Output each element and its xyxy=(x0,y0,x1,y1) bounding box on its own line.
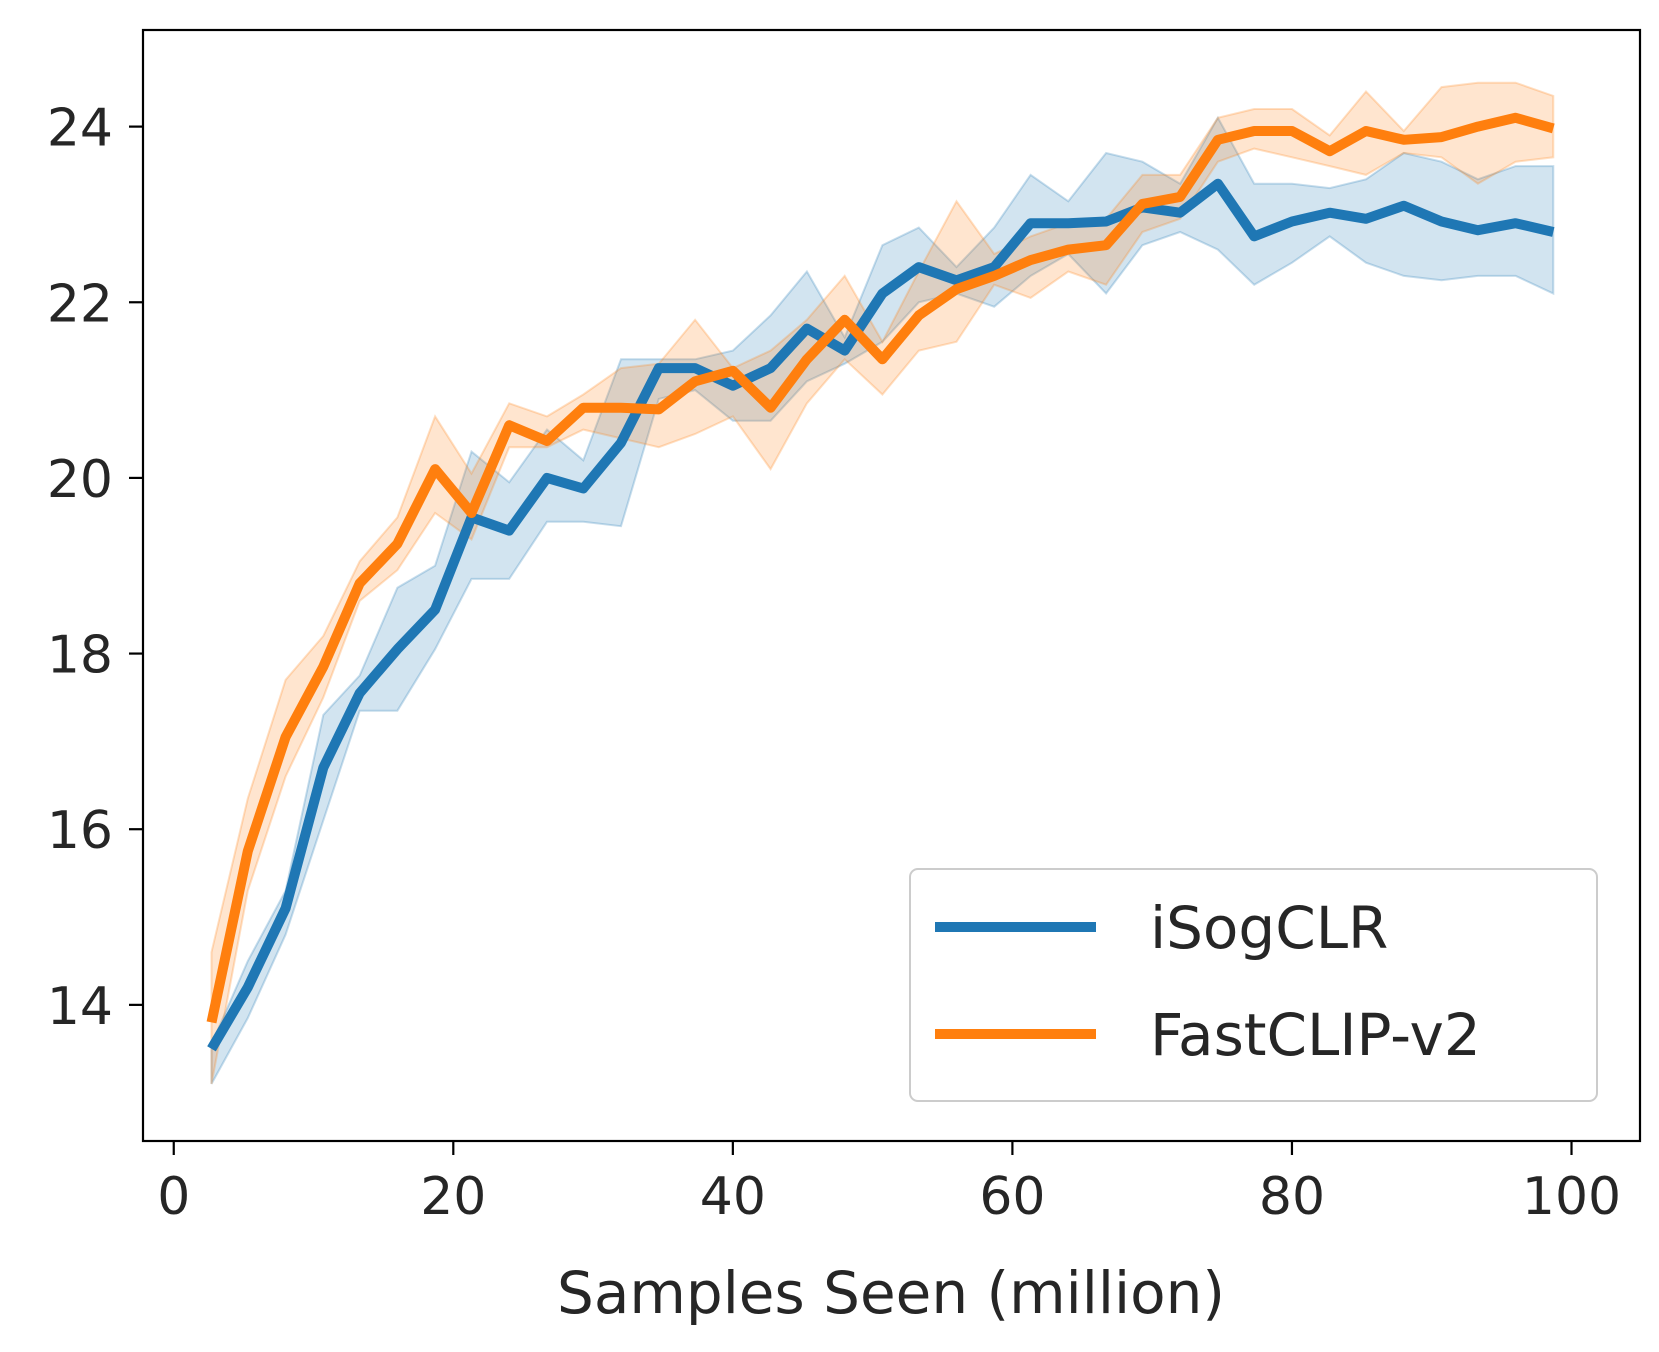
x-tick-label: 0 xyxy=(157,1167,190,1227)
plot-frame xyxy=(141,28,1642,1143)
x-tick-label: 100 xyxy=(1522,1167,1621,1227)
band-fastclip-v2 xyxy=(210,81,1555,1085)
y-axis-ticks: 14 16 18 20 22 24 xyxy=(47,99,143,1037)
x-tick-label: 60 xyxy=(979,1167,1045,1227)
y-tick-label: 16 xyxy=(47,801,113,861)
legend-label-isogclr: iSogCLR xyxy=(1150,894,1388,962)
x-tick-label: 20 xyxy=(420,1167,486,1227)
y-tick-label: 24 xyxy=(47,99,113,159)
legend-label-fastclip-v2: FastCLIP-v2 xyxy=(1150,1001,1481,1069)
legend: iSogCLR FastCLIP-v2 xyxy=(909,868,1598,1102)
x-axis-label: Samples Seen (million) xyxy=(557,1259,1225,1327)
y-tick-label: 20 xyxy=(47,450,113,510)
x-tick-label: 40 xyxy=(700,1167,766,1227)
series-lines xyxy=(206,112,1555,1052)
y-tick-label: 18 xyxy=(47,626,113,686)
x-tick-label: 80 xyxy=(1259,1167,1325,1227)
series-line-fastclip-v2 xyxy=(206,112,1555,1024)
x-axis-ticks: 0 20 40 60 80 100 xyxy=(157,1141,1621,1227)
y-tick-label: 14 xyxy=(47,977,113,1037)
series-line-isogclr xyxy=(207,178,1555,1052)
y-tick-label: 22 xyxy=(47,274,113,334)
